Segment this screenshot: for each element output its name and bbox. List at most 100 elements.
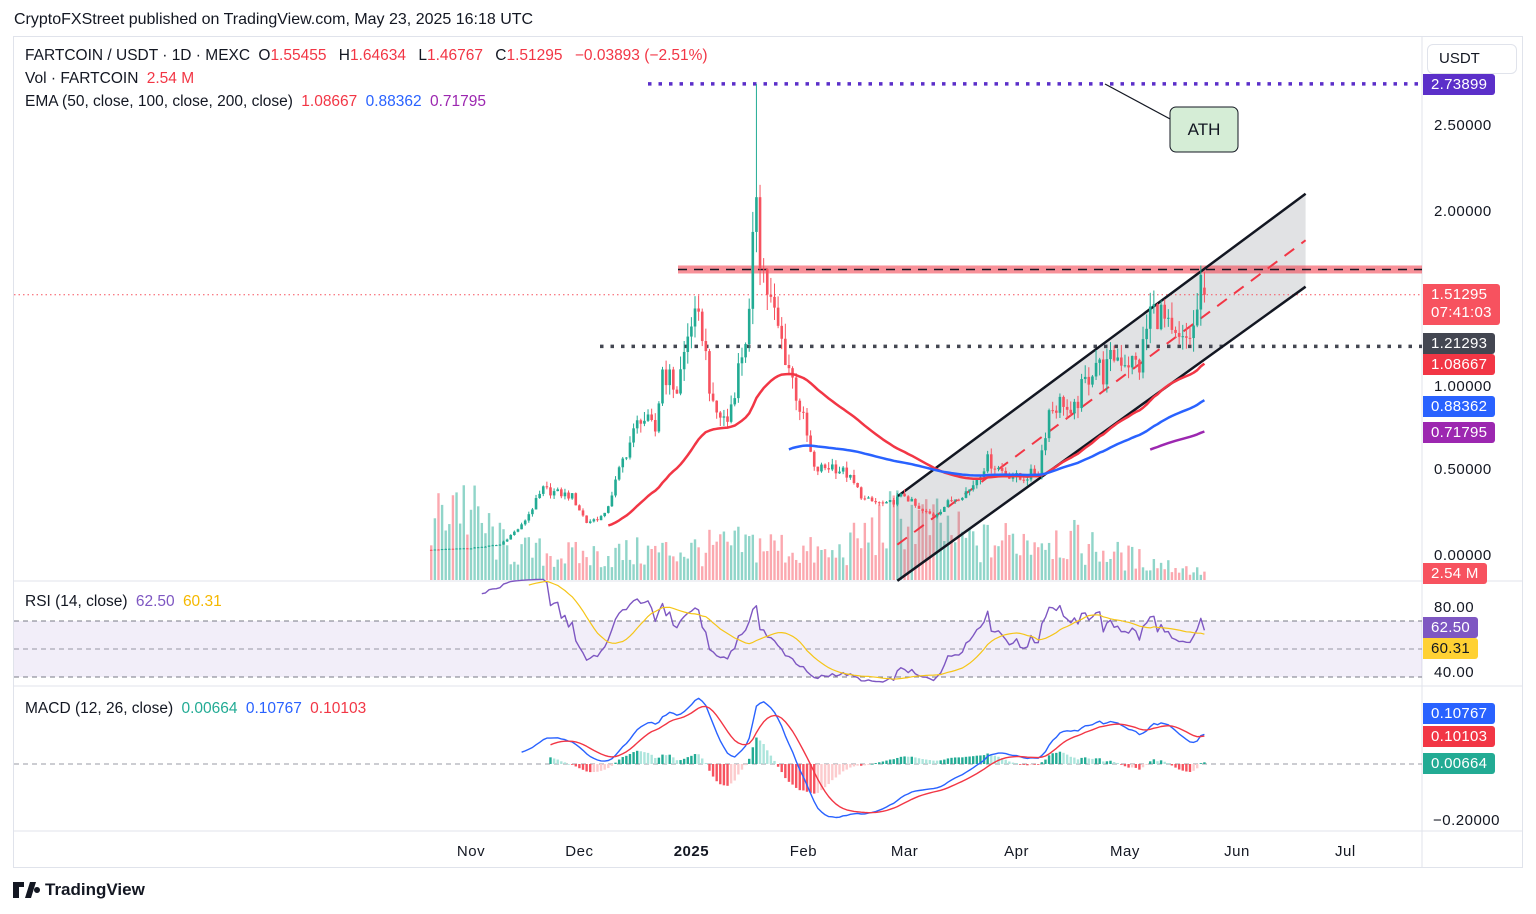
candle[interactable]: [1033, 468, 1036, 475]
candle[interactable]: [599, 516, 603, 521]
candle[interactable]: [491, 545, 494, 547]
candle[interactable]: [498, 544, 502, 546]
candle[interactable]: [885, 501, 888, 504]
candle[interactable]: [910, 498, 914, 502]
candle[interactable]: [509, 534, 513, 540]
channel-fill[interactable]: [897, 193, 1306, 581]
candle[interactable]: [700, 311, 704, 342]
candle[interactable]: [870, 497, 874, 502]
candle[interactable]: [516, 529, 520, 532]
candle[interactable]: [1080, 379, 1083, 409]
candle[interactable]: [1055, 410, 1058, 413]
candle[interactable]: [570, 493, 574, 499]
candle[interactable]: [747, 308, 751, 345]
volume-legend[interactable]: Vol · FARTCOIN 2.54 M: [25, 70, 198, 88]
candle[interactable]: [704, 341, 708, 352]
candle[interactable]: [798, 400, 802, 412]
candle[interactable]: [455, 548, 458, 550]
candle[interactable]: [1109, 349, 1112, 360]
candle[interactable]: [863, 498, 867, 500]
candle[interactable]: [975, 479, 979, 486]
candle[interactable]: [484, 546, 487, 548]
candle[interactable]: [1004, 470, 1008, 475]
candle[interactable]: [494, 545, 498, 547]
candle[interactable]: [838, 471, 841, 474]
candle[interactable]: [859, 487, 863, 499]
candle[interactable]: [903, 493, 906, 497]
candle[interactable]: [849, 474, 852, 478]
ema-legend[interactable]: EMA (50, close, 100, close, 200, close) …: [25, 93, 490, 111]
candle[interactable]: [881, 502, 885, 504]
candle[interactable]: [1130, 355, 1134, 368]
candle[interactable]: [740, 357, 744, 364]
candle[interactable]: [1011, 477, 1015, 479]
candle[interactable]: [545, 486, 549, 488]
candle[interactable]: [1185, 336, 1188, 338]
candle[interactable]: [939, 511, 942, 515]
ath-callout[interactable]: ATH: [1104, 83, 1239, 153]
candle[interactable]: [961, 497, 964, 500]
candle[interactable]: [549, 487, 552, 496]
candle[interactable]: [989, 454, 993, 469]
candle[interactable]: [679, 369, 682, 394]
macd-legend[interactable]: MACD (12, 26, close) 0.00664 0.10767 0.1…: [25, 700, 370, 718]
candle[interactable]: [809, 435, 812, 452]
candle[interactable]: [596, 519, 599, 521]
candle[interactable]: [802, 411, 805, 413]
candle[interactable]: [429, 549, 433, 551]
candle[interactable]: [617, 467, 621, 480]
candle[interactable]: [1073, 401, 1076, 414]
candle[interactable]: [932, 513, 935, 517]
candle[interactable]: [556, 489, 560, 492]
candle[interactable]: [1116, 357, 1120, 361]
candle[interactable]: [1145, 328, 1148, 340]
candle[interactable]: [437, 549, 440, 551]
candle[interactable]: [462, 548, 466, 550]
candle[interactable]: [953, 499, 957, 501]
candle[interactable]: [841, 467, 845, 472]
candle[interactable]: [1087, 376, 1091, 385]
candle[interactable]: [1123, 365, 1127, 367]
candle[interactable]: [578, 505, 581, 511]
symbol-legend[interactable]: FARTCOIN / USDT · 1D · MEXC O1.55455 H1.…: [25, 47, 712, 65]
candle[interactable]: [957, 499, 961, 501]
candle[interactable]: [552, 491, 556, 496]
candle[interactable]: [1000, 467, 1004, 471]
candle[interactable]: [621, 458, 625, 468]
candle[interactable]: [845, 467, 849, 478]
candle[interactable]: [751, 231, 755, 309]
candle[interactable]: [502, 541, 505, 545]
candle[interactable]: [541, 486, 545, 494]
candle[interactable]: [487, 545, 491, 547]
candle[interactable]: [523, 520, 527, 525]
candle[interactable]: [755, 197, 758, 232]
candle[interactable]: [614, 479, 617, 496]
candle[interactable]: [1083, 376, 1087, 380]
candle[interactable]: [473, 547, 476, 549]
candle[interactable]: [852, 474, 856, 484]
candle[interactable]: [946, 500, 950, 507]
candle[interactable]: [628, 442, 632, 458]
candle[interactable]: [1026, 479, 1029, 481]
candle[interactable]: [971, 485, 975, 490]
candle[interactable]: [657, 403, 661, 432]
candle[interactable]: [574, 493, 578, 506]
candle[interactable]: [823, 464, 827, 469]
candle[interactable]: [1047, 410, 1051, 439]
candle[interactable]: [697, 308, 700, 312]
candle[interactable]: [444, 548, 448, 550]
candle[interactable]: [603, 512, 606, 517]
candle[interactable]: [820, 464, 823, 472]
candle[interactable]: [733, 398, 737, 405]
candle[interactable]: [1069, 409, 1073, 414]
candle[interactable]: [1181, 336, 1185, 338]
candle[interactable]: [1195, 309, 1199, 326]
candle[interactable]: [476, 547, 480, 549]
candle[interactable]: [888, 500, 892, 502]
candle[interactable]: [675, 389, 679, 394]
candle[interactable]: [1094, 362, 1098, 377]
candle[interactable]: [585, 515, 588, 523]
candle[interactable]: [1188, 337, 1192, 339]
candle[interactable]: [451, 548, 455, 550]
